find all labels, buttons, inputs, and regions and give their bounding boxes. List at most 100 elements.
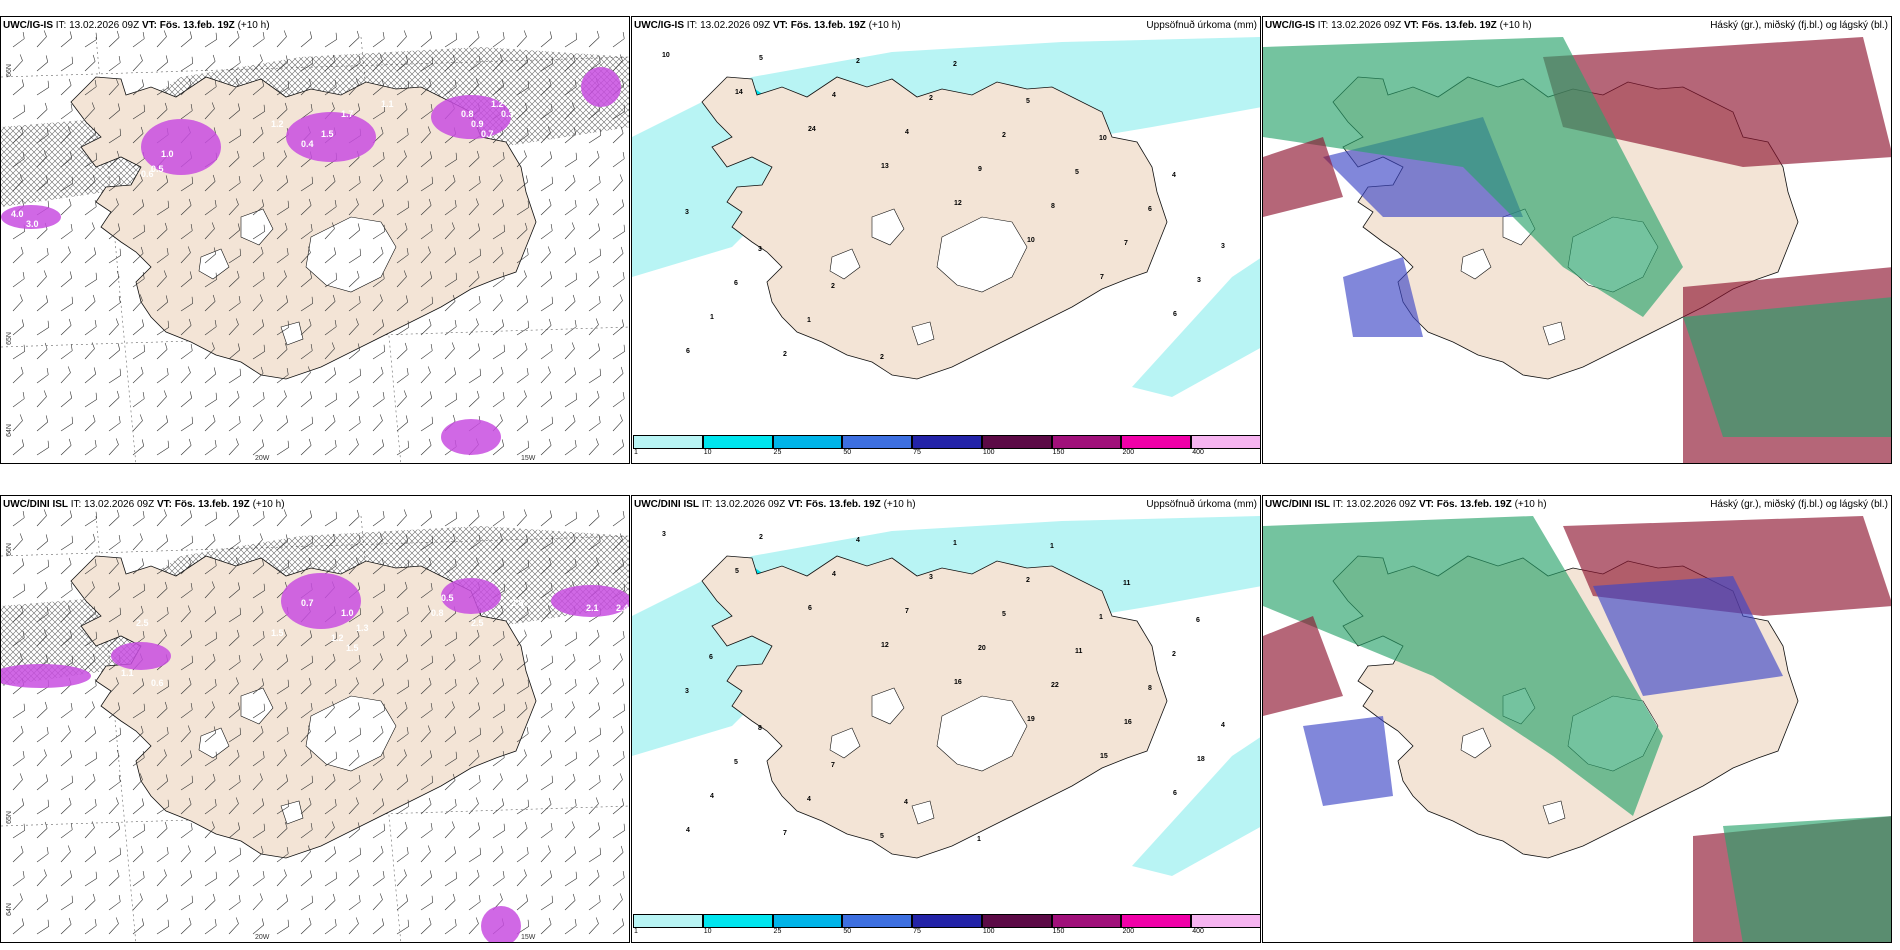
wind-barb <box>204 440 217 456</box>
wind-barb <box>180 557 192 575</box>
barb-flag <box>523 30 527 37</box>
barb-flag <box>287 200 290 208</box>
precip-point-value: 7 <box>1100 274 1104 281</box>
barb-flag <box>190 224 193 231</box>
wind-barb <box>348 270 360 288</box>
barb-flag <box>68 198 72 206</box>
barb-flag <box>166 847 169 854</box>
wind-barb <box>420 126 431 144</box>
wind-barb <box>276 55 289 72</box>
barb-staff <box>420 542 433 551</box>
barb-flag <box>406 368 409 375</box>
barb-staff <box>612 133 624 144</box>
precip-point-value: 13 <box>881 163 889 170</box>
barb-staff <box>420 924 432 935</box>
barb-staff <box>180 85 192 96</box>
wind-barb <box>492 511 505 527</box>
wind-barb <box>36 534 49 551</box>
barb-staff <box>444 780 456 791</box>
lead-time: (+10 h) <box>883 499 916 510</box>
wind-barb <box>564 533 576 551</box>
wind-barb <box>108 629 120 647</box>
barb-flag <box>598 535 601 542</box>
wind-barb <box>444 32 458 48</box>
barb-staff <box>36 613 49 623</box>
wind-barb <box>612 678 625 695</box>
barb-staff <box>396 349 408 360</box>
barb-flag <box>427 246 431 253</box>
barb-staff <box>300 303 313 312</box>
barb-staff <box>252 351 265 360</box>
barb-staff <box>588 62 601 72</box>
barb-flag <box>212 533 216 541</box>
barb-flag <box>499 773 503 780</box>
barb-staff <box>396 806 409 815</box>
colorbar-tick-label: 400 <box>1192 928 1204 935</box>
barb-flag <box>237 702 241 710</box>
barb-flag <box>334 919 337 926</box>
vt-value: Fös. 13.feb. 19Z <box>805 499 881 510</box>
wind-barb <box>492 725 504 743</box>
barb-flag <box>479 727 482 735</box>
barb-flag <box>523 869 527 876</box>
barb-staff <box>180 804 192 815</box>
barb-flag <box>551 416 554 424</box>
barb-staff <box>12 85 24 96</box>
barb-staff <box>516 327 529 336</box>
wind-barb <box>612 653 623 671</box>
wind-barb <box>36 55 49 72</box>
barb-flag <box>69 151 73 159</box>
precip-point-value: 16 <box>954 679 962 686</box>
barb-staff <box>204 540 216 551</box>
wind-barb <box>252 823 266 839</box>
barb-staff <box>324 827 335 839</box>
barb-staff <box>252 398 265 408</box>
barb-staff <box>180 782 193 791</box>
barb-flag <box>21 439 25 447</box>
barb-flag <box>309 630 313 638</box>
wind-barb <box>60 775 74 791</box>
wind-barb <box>468 78 479 96</box>
barb-flag <box>283 509 287 516</box>
wind-barb <box>180 775 194 791</box>
wind-barb <box>396 774 409 791</box>
barb-staff <box>36 926 49 935</box>
barb-staff <box>420 902 433 911</box>
barb-staff <box>468 734 481 743</box>
wind-barb <box>372 224 386 240</box>
barb-flag <box>239 607 242 615</box>
barb-flag <box>93 726 97 734</box>
barb-staff <box>156 733 169 743</box>
barb-flag <box>283 629 287 636</box>
barb-flag <box>358 775 361 782</box>
barb-flag <box>596 749 600 757</box>
barb-staff <box>132 852 144 863</box>
barb-flag <box>430 823 433 830</box>
barb-flag <box>499 174 503 181</box>
wind-barb <box>324 846 337 863</box>
barb-flag <box>548 917 552 925</box>
barb-staff <box>324 399 337 408</box>
barb-flag <box>549 31 553 39</box>
barb-flag <box>68 318 72 326</box>
wind-barb <box>204 581 215 599</box>
wind-barb <box>252 392 265 408</box>
barb-staff <box>564 780 576 791</box>
barb-flag <box>404 701 408 709</box>
barb-staff <box>540 684 552 695</box>
barb-flag <box>91 342 95 349</box>
barb-staff <box>84 253 96 264</box>
wind-barb <box>252 893 263 911</box>
wind-barb <box>252 533 263 551</box>
barb-staff <box>324 878 337 887</box>
barb-flag <box>331 701 335 708</box>
barb-flag <box>406 847 409 854</box>
barb-flag <box>575 392 578 400</box>
wind-barb <box>60 391 73 408</box>
barb-flag <box>407 559 410 567</box>
wind-barb <box>444 893 456 911</box>
barb-staff <box>516 875 527 887</box>
barb-flag <box>139 414 143 421</box>
wind-barb <box>108 582 121 599</box>
precip-value-label: 2.5 <box>471 618 484 628</box>
